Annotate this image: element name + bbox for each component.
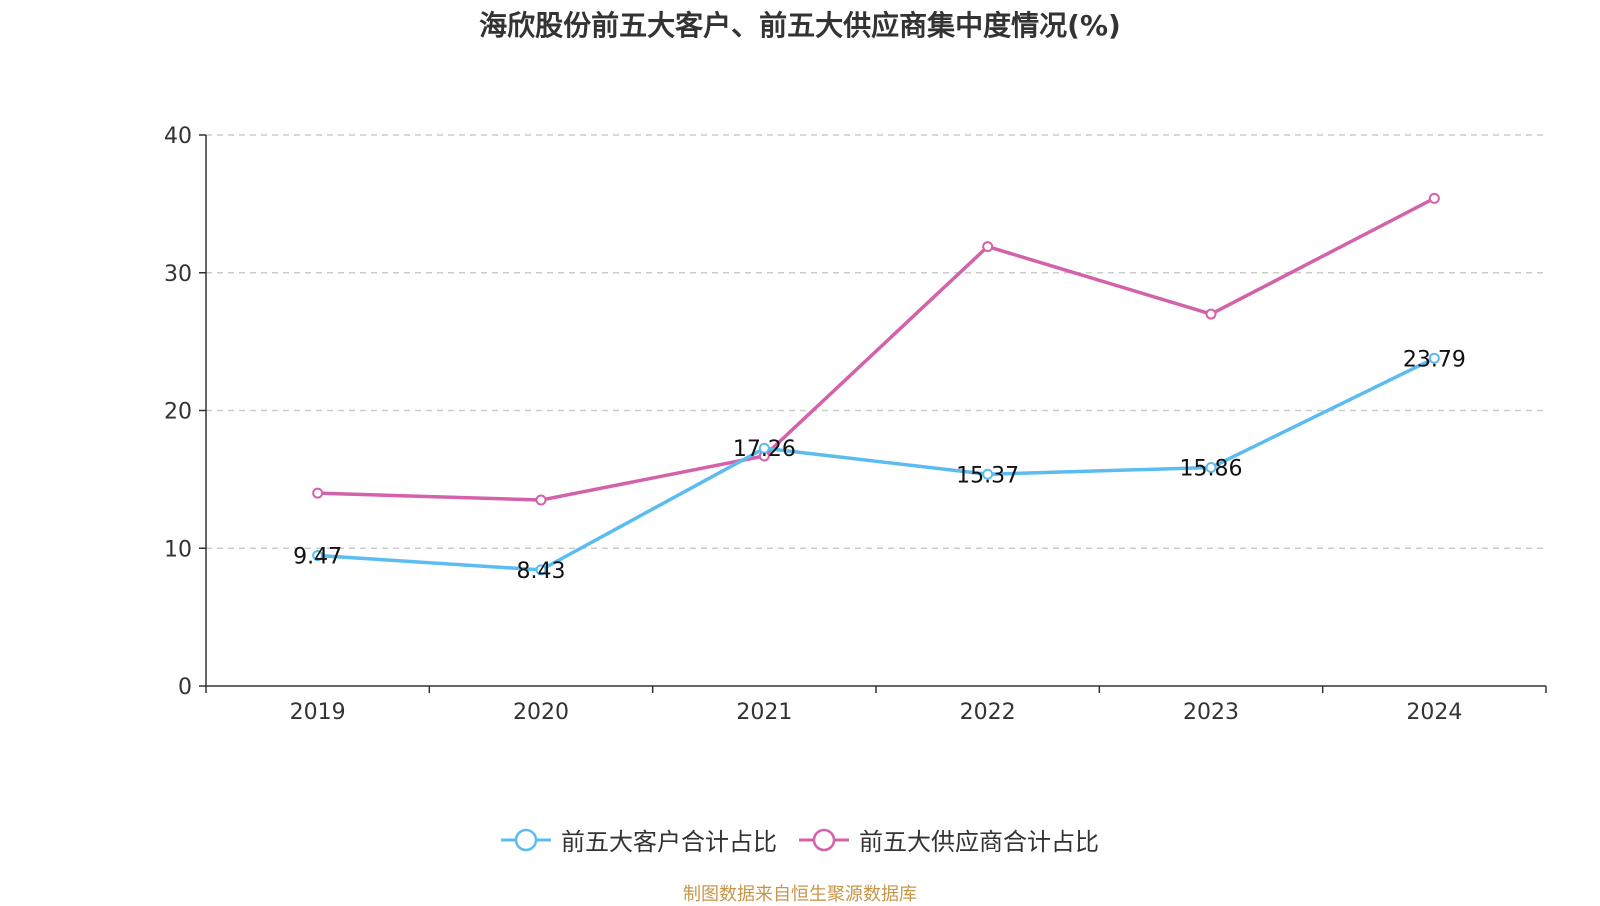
data-point[interactable] — [982, 241, 994, 253]
data-point[interactable] — [1428, 352, 1440, 364]
x-tick-label: 2020 — [513, 700, 569, 725]
x-tick-label: 2019 — [290, 700, 346, 725]
data-label: 15.37 — [956, 463, 1019, 488]
data-label: 9.47 — [293, 545, 342, 570]
y-tick-label: 30 — [164, 262, 192, 287]
data-label: 15.86 — [1180, 457, 1243, 482]
legend-marker-customers-icon — [501, 828, 551, 851]
y-tick-label: 10 — [164, 537, 192, 562]
y-tick-label: 20 — [164, 400, 192, 425]
legend-label-suppliers: 前五大供应商合计占比 — [859, 828, 1099, 856]
x-tick-label: 2023 — [1183, 700, 1239, 725]
data-point[interactable] — [1428, 192, 1440, 204]
legend-marker-suppliers-icon — [799, 828, 849, 851]
legend-item-customers[interactable]: 前五大客户合计占比 — [501, 822, 777, 857]
x-tick-label: 2022 — [960, 700, 1016, 725]
data-point[interactable] — [535, 494, 547, 506]
legend-label-customers: 前五大客户合计占比 — [561, 828, 777, 856]
data-point[interactable] — [1205, 462, 1217, 474]
data-point[interactable] — [312, 550, 324, 562]
x-tick-label: 2021 — [736, 700, 792, 725]
legend: 前五大客户合计占比 前五大供应商合计占比 — [0, 822, 1600, 857]
data-point[interactable] — [312, 487, 324, 499]
data-point[interactable] — [1205, 308, 1217, 320]
y-tick-label: 0 — [178, 675, 192, 700]
data-label: 23.79 — [1403, 347, 1466, 372]
source-note: 制图数据来自恒生聚源数据库 — [683, 884, 917, 905]
legend-item-suppliers[interactable]: 前五大供应商合计占比 — [799, 822, 1099, 857]
data-point[interactable] — [535, 564, 547, 576]
data-label: 8.43 — [517, 559, 566, 584]
data-point[interactable] — [758, 442, 770, 454]
data-label: 17.26 — [733, 437, 796, 462]
x-tick-label: 2024 — [1406, 700, 1462, 725]
data-point[interactable] — [982, 468, 994, 480]
chart-title: 海欣股份前五大客户、前五大供应商集中度情况(%) — [479, 9, 1121, 42]
series-line-0 — [317, 356, 1436, 572]
series-line-1 — [317, 196, 1436, 502]
y-tick-label: 40 — [164, 124, 192, 149]
